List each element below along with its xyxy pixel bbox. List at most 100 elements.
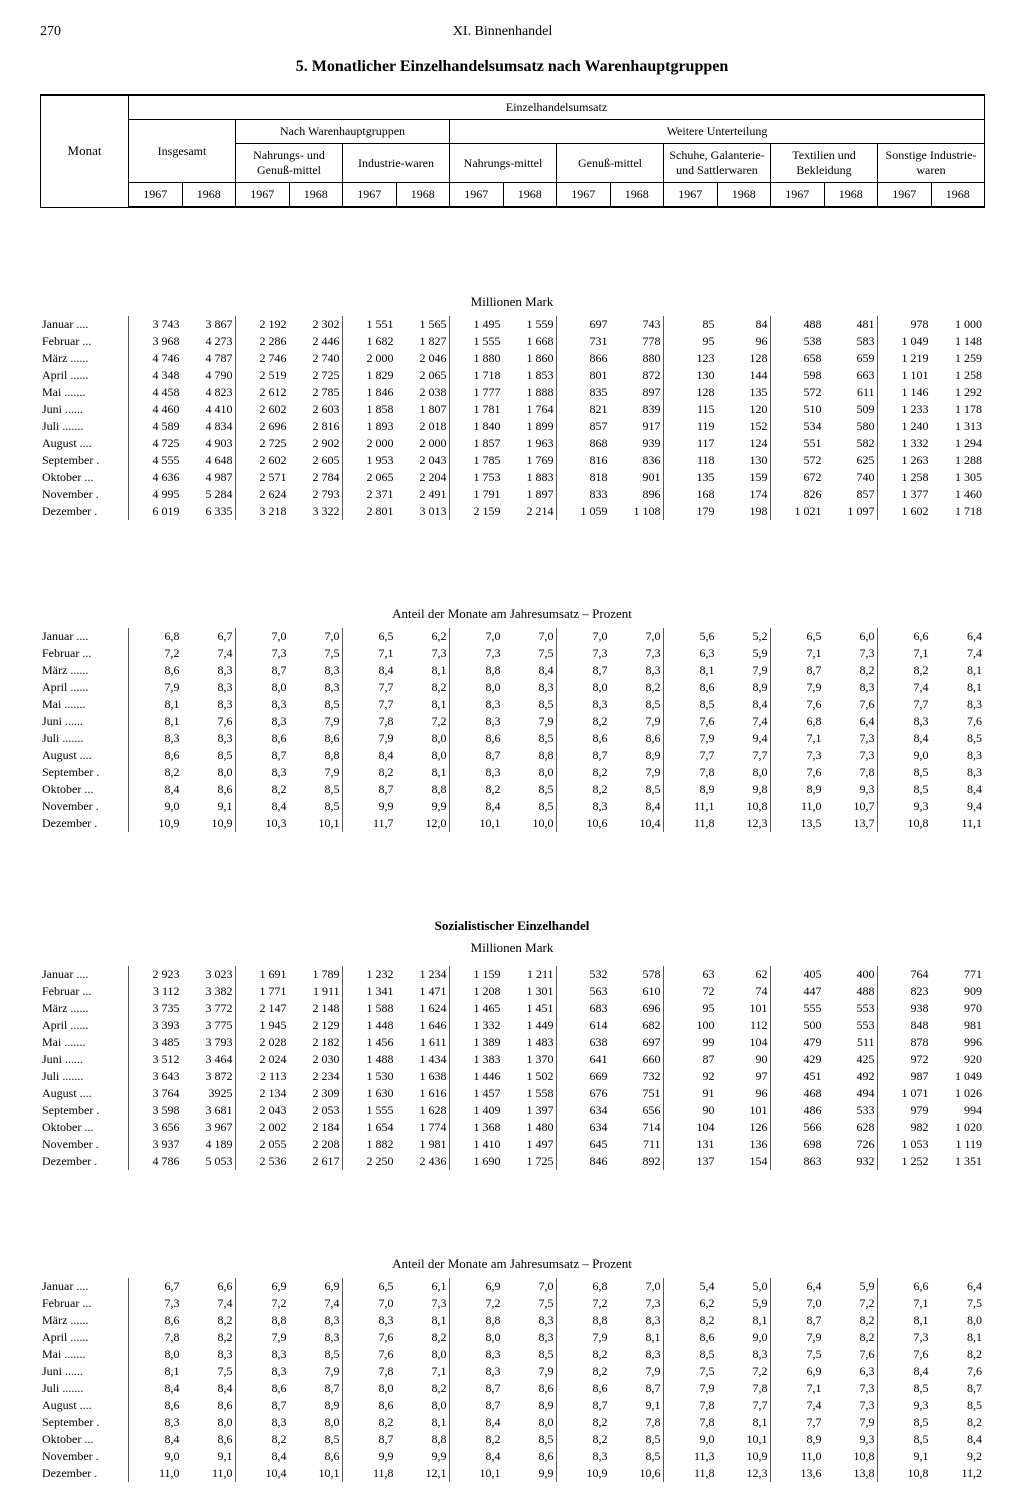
data-cell: 8,9	[663, 781, 717, 798]
data-cell: 7,0	[610, 1278, 664, 1295]
data-cell: 872	[610, 367, 664, 384]
data-cell: 7,3	[396, 1295, 450, 1312]
data-cell: 771	[931, 966, 985, 983]
data-cell: 1 288	[931, 452, 985, 469]
data-cell: 8,1	[931, 1329, 985, 1346]
table-row: August ....8,68,58,78,88,48,08,78,88,78,…	[40, 747, 984, 764]
data-cell: 1 559	[503, 316, 557, 333]
data-cell: 8,0	[289, 1414, 343, 1431]
data-cell: 1 332	[449, 1017, 503, 1034]
data-cell: 8,4	[931, 781, 985, 798]
data-cell: 778	[610, 333, 664, 350]
data-cell: 2 371	[342, 486, 396, 503]
data-cell: 3 743	[128, 316, 182, 333]
table-row: März ......8,68,28,88,38,38,18,88,38,88,…	[40, 1312, 984, 1329]
data-cell: 659	[824, 350, 878, 367]
data-cell: 532	[556, 966, 610, 983]
month-cell: Dezember .	[40, 815, 128, 832]
data-cell: 2 043	[396, 452, 450, 469]
data-cell: 500	[770, 1017, 824, 1034]
data-cell: 2 046	[396, 350, 450, 367]
data-cell: 8,3	[503, 679, 557, 696]
data-cell: 6,3	[824, 1363, 878, 1380]
header-y68: 1968	[182, 183, 236, 208]
data-cell: 8,5	[182, 747, 236, 764]
data-cell: 128	[717, 350, 771, 367]
data-cell: 137	[663, 1153, 717, 1170]
data-cell: 7,3	[610, 1295, 664, 1312]
month-cell: Juli .......	[40, 1380, 128, 1397]
data-cell: 572	[770, 384, 824, 401]
data-cell: 2 192	[235, 316, 289, 333]
data-cell: 1 860	[503, 350, 557, 367]
month-cell: Juli .......	[40, 1068, 128, 1085]
data-cell: 1 178	[931, 401, 985, 418]
month-cell: August ....	[40, 435, 128, 452]
data-cell: 1 781	[449, 401, 503, 418]
data-cell: 7,9	[610, 713, 664, 730]
data-cell: 8,2	[824, 662, 878, 679]
data-cell: 846	[556, 1153, 610, 1170]
data-cell: 8,6	[556, 730, 610, 747]
data-cell: 2 000	[342, 350, 396, 367]
data-cell: 1 668	[503, 333, 557, 350]
data-cell: 8,3	[449, 1346, 503, 1363]
data-cell: 7,5	[503, 1295, 557, 1312]
data-cell: 7,4	[182, 1295, 236, 1312]
data-cell: 8,9	[770, 1431, 824, 1448]
data-cell: 1 893	[342, 418, 396, 435]
data-cell: 10,4	[235, 1465, 289, 1482]
data-cell: 7,4	[877, 679, 931, 696]
data-cell: 7,3	[396, 645, 450, 662]
data-cell: 1 829	[342, 367, 396, 384]
data-cell: 8,7	[289, 1380, 343, 1397]
data-cell: 11,8	[663, 815, 717, 832]
data-cell: 8,5	[663, 1346, 717, 1363]
month-cell: Mai .......	[40, 696, 128, 713]
data-cell: 8,2	[663, 1312, 717, 1329]
data-cell: 8,6	[503, 1380, 557, 1397]
table-row: November .9,09,18,48,59,99,98,48,58,38,4…	[40, 798, 984, 815]
data-cell: 13,7	[824, 815, 878, 832]
data-cell: 4 348	[128, 367, 182, 384]
data-cell: 8,4	[931, 1431, 985, 1448]
data-cell: 1 409	[449, 1102, 503, 1119]
data-cell: 634	[556, 1119, 610, 1136]
data-cell: 8,3	[182, 696, 236, 713]
data-cell: 3 512	[128, 1051, 182, 1068]
data-cell: 13,6	[770, 1465, 824, 1482]
data-cell: 1 764	[503, 401, 557, 418]
data-cell: 11,8	[663, 1465, 717, 1482]
data-cell: 7,9	[663, 730, 717, 747]
data-cell: 7,4	[717, 713, 771, 730]
data-cell: 72	[663, 983, 717, 1000]
data-cell: 672	[770, 469, 824, 486]
month-cell: Januar ....	[40, 966, 128, 983]
data-cell: 8,0	[556, 679, 610, 696]
data-cell: 6,0	[824, 628, 878, 645]
data-cell: 1 777	[449, 384, 503, 401]
data-cell: 7,1	[342, 645, 396, 662]
data-cell: 2 605	[289, 452, 343, 469]
data-cell: 8,2	[342, 1414, 396, 1431]
data-cell: 7,3	[824, 645, 878, 662]
data-cell: 10,1	[449, 815, 503, 832]
data-cell: 8,3	[717, 1346, 771, 1363]
month-cell: August ....	[40, 747, 128, 764]
data-cell: 9,1	[877, 1448, 931, 1465]
month-cell: Juni ......	[40, 713, 128, 730]
data-cell: 130	[663, 367, 717, 384]
header-insgesamt: Insgesamt	[129, 120, 236, 183]
table-row: August ....8,68,68,78,98,68,08,78,98,79,…	[40, 1397, 984, 1414]
month-cell: Dezember .	[40, 1153, 128, 1170]
data-cell: 1 495	[449, 316, 503, 333]
data-cell: 2 182	[289, 1034, 343, 1051]
data-cell: 1 446	[449, 1068, 503, 1085]
data-cell: 8,1	[717, 1414, 771, 1431]
data-cell: 2 065	[396, 367, 450, 384]
data-cell: 6 335	[182, 503, 236, 520]
data-cell: 1 911	[289, 983, 343, 1000]
data-cell: 4 834	[182, 418, 236, 435]
data-cell: 2 147	[235, 1000, 289, 1017]
header-y68: 1968	[503, 183, 557, 208]
